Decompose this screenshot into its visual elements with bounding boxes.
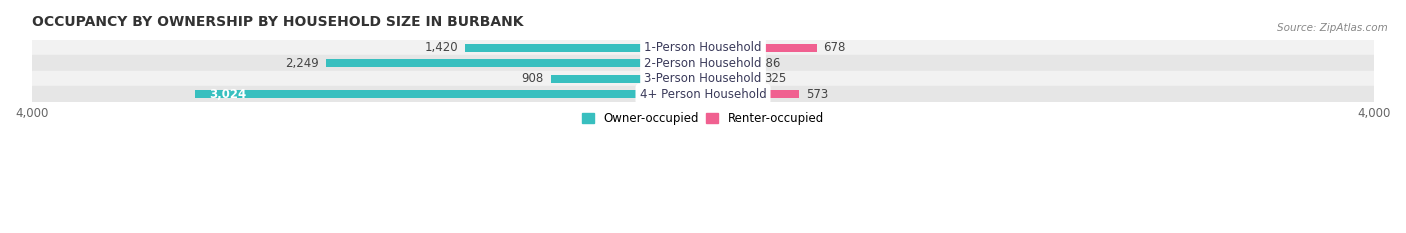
- Text: 4+ Person Household: 4+ Person Household: [640, 88, 766, 101]
- Text: 325: 325: [765, 72, 786, 85]
- Text: 908: 908: [522, 72, 544, 85]
- Bar: [703, 90, 799, 98]
- Bar: [32, 86, 1374, 102]
- Text: 2,249: 2,249: [285, 57, 319, 70]
- Bar: [326, 59, 703, 67]
- Bar: [703, 44, 817, 52]
- Text: 2-Person Household: 2-Person Household: [644, 57, 762, 70]
- Bar: [32, 71, 1374, 86]
- Text: Source: ZipAtlas.com: Source: ZipAtlas.com: [1277, 23, 1388, 33]
- Bar: [32, 55, 1374, 71]
- Bar: [195, 90, 703, 98]
- Text: 286: 286: [758, 57, 780, 70]
- Bar: [465, 44, 703, 52]
- Text: 1,420: 1,420: [425, 41, 458, 54]
- Text: 573: 573: [806, 88, 828, 101]
- Bar: [703, 75, 758, 83]
- Text: 1-Person Household: 1-Person Household: [644, 41, 762, 54]
- Bar: [703, 59, 751, 67]
- Text: OCCUPANCY BY OWNERSHIP BY HOUSEHOLD SIZE IN BURBANK: OCCUPANCY BY OWNERSHIP BY HOUSEHOLD SIZE…: [32, 15, 523, 29]
- Text: 678: 678: [824, 41, 846, 54]
- Bar: [551, 75, 703, 83]
- Legend: Owner-occupied, Renter-occupied: Owner-occupied, Renter-occupied: [578, 108, 828, 130]
- Text: 3,024: 3,024: [209, 88, 246, 101]
- Text: 3-Person Household: 3-Person Household: [644, 72, 762, 85]
- Bar: [32, 40, 1374, 55]
